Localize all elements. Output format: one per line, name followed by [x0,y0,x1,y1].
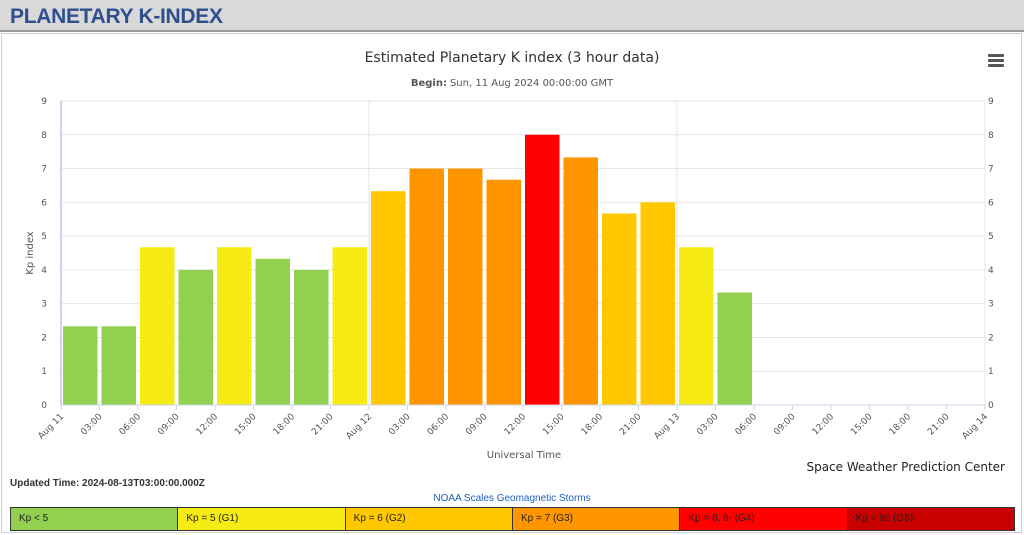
y-tick-label-left: 3 [41,300,47,310]
y-tick-label-right: 0 [988,401,994,411]
y-tick-label-left: 4 [41,266,47,276]
kp-bar[interactable] [371,191,406,405]
storm-scale-legend: Kp < 5 Kp = 5 (G1) Kp = 6 (G2) Kp = 7 (G… [10,507,1015,531]
y-tick-label-right: 9 [988,97,994,107]
y-tick-label-right: 7 [988,165,994,175]
x-tick-label: Aug 12 [345,412,375,442]
y-tick-label-left: 1 [41,367,47,377]
header-bar: PLANETARY K-INDEX [0,0,1024,32]
x-tick-label: 21:00 [618,412,644,438]
x-tick-label: 15:00 [849,412,875,438]
x-tick-label: 12:00 [195,412,221,438]
bar-layer [63,134,753,405]
y-tick-label-left: 5 [41,232,47,242]
legend-g1: Kp = 5 (G1) [178,508,346,530]
y-axis-title: Kp index [25,231,36,275]
kp-bar[interactable] [140,247,175,405]
x-tick-label: 06:00 [118,412,144,438]
kp-bar[interactable] [409,168,445,405]
x-tick-label: 03:00 [695,412,721,438]
y-tick-label-right: 5 [988,232,994,242]
legend-below-5: Kp < 5 [11,508,179,530]
kp-bar[interactable] [448,168,483,405]
chart-subtitle: Begin: Sun, 11 Aug 2024 00:00:00 GMT [411,78,614,89]
x-tick-label: 06:00 [734,412,760,438]
kp-bar[interactable] [178,269,214,405]
y-tick-label-left: 6 [41,198,47,208]
x-tick-label: 09:00 [156,412,182,438]
x-tick-label: 12:00 [811,412,837,438]
y-tick-label-right: 8 [988,131,994,141]
y-tick-label-right: 6 [988,198,994,208]
y-tick-label-left: 9 [41,97,47,107]
kp-bar[interactable] [217,247,252,405]
scales-title: NOAA Scales Geomagnetic Storms [433,493,591,504]
x-tick-label: 18:00 [888,412,914,438]
chart-title: Estimated Planetary K index (3 hour data… [365,50,660,66]
x-tick-label: 06:00 [426,412,452,438]
x-tick-label: 15:00 [233,412,259,438]
x-tick-label: Aug 13 [653,412,683,442]
kp-bar[interactable] [332,247,368,405]
x-tick-label: 03:00 [387,412,413,438]
x-tick-label: Aug 11 [37,412,67,442]
chart-menu-icon[interactable] [988,54,1004,68]
x-tick-label: 18:00 [272,412,298,438]
y-tick-label-right: 1 [988,367,994,377]
kp-bar[interactable] [486,179,522,405]
legend-g5: Kp = 9o (G5) [847,508,1014,530]
kp-bar[interactable] [101,326,137,405]
kp-bar[interactable] [640,202,676,405]
subtitle-value: Sun, 11 Aug 2024 00:00:00 GMT [450,78,614,89]
legend-g2: Kp = 6 (G2) [345,508,513,530]
kp-bar[interactable] [679,247,714,405]
x-tick-label: 21:00 [310,412,336,438]
y-tick-label-right: 4 [988,266,994,276]
kp-bar[interactable] [563,157,599,405]
x-axis-title: Universal Time [487,450,561,461]
x-tick-label: 12:00 [503,412,529,438]
kp-bar[interactable] [63,326,98,405]
kp-bar[interactable] [255,258,291,405]
kp-bar[interactable] [717,292,753,405]
x-tick-label: 09:00 [772,412,798,438]
kp-bar[interactable] [525,134,560,405]
y-tick-label-right: 3 [988,300,994,310]
y-tick-label-left: 0 [41,401,47,411]
y-tick-label-left: 8 [41,131,47,141]
legend-g3: Kp = 7 (G3) [512,508,681,530]
chart-credit: Space Weather Prediction Center [806,460,1005,474]
x-tick-label: Aug 14 [961,412,991,442]
x-tick-label: 18:00 [580,412,606,438]
x-tick-label: 09:00 [464,412,490,438]
kp-bar[interactable] [602,213,637,405]
y-tick-label-left: 2 [41,333,47,343]
legend-g4: Kp = 8, 9- (G4) [680,508,848,530]
subtitle-label: Begin: [411,78,447,89]
page-title: PLANETARY K-INDEX [10,5,223,28]
y-tick-label-right: 2 [988,333,994,343]
x-tick-label: 21:00 [926,412,952,438]
x-tick-label: 15:00 [541,412,567,438]
updated-time: Updated Time: 2024-08-13T03:00:00.000Z [10,478,205,489]
x-tick-label: 03:00 [79,412,105,438]
y-tick-label-left: 7 [41,165,47,175]
kp-bar[interactable] [294,269,329,405]
